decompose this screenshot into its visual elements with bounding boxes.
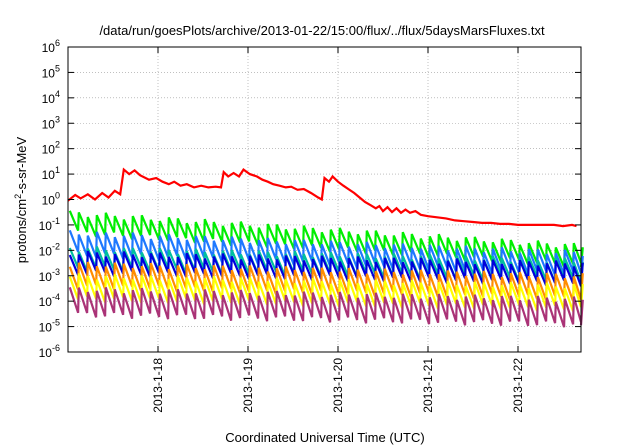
y-tick-label: 10-6 [39,343,60,360]
x-tick-label: 2013-1-19 [241,358,255,413]
data-series [67,167,584,328]
y-tick-label: 102 [42,140,60,157]
y-axis-label: protons/cm2-s-sr-MeV [13,136,29,263]
y-tick-label: 10-5 [39,318,60,335]
y-tick-label: 105 [42,63,60,80]
x-tick-label: 2013-1-22 [511,358,525,413]
y-tick-label: 100 [42,191,60,208]
y-tick-label: 10-4 [39,292,60,309]
x-axis-label: Coordinated Universal Time (UTC) [225,430,424,445]
y-tick-label: 104 [42,89,60,106]
series-line-8 [68,287,584,328]
series-line-1 [67,167,577,228]
y-axis-label-sup: 2 [13,194,23,199]
x-tick-label: 2013-1-21 [421,358,435,413]
x-tick-label: 2013-1-18 [151,358,165,413]
y-tick-label: 106 [42,38,60,55]
y-tick-label: 10-3 [39,267,60,284]
y-axis-label-suffix: -s-sr-MeV [14,136,29,193]
x-tick-label: 2013-1-20 [331,358,345,413]
y-tick-label: 103 [42,114,60,131]
y-tick-label: 10-2 [39,241,60,258]
y-tick-label: 101 [42,165,60,182]
chart-title: /data/run/goesPlots/archive/2013-01-22/1… [99,23,545,38]
y-tick-label: 10-1 [39,216,60,233]
axis-ticks: 10-6 10-5 10-4 10-3 10-2 10-1 100 101 102 103 104 1… [39,38,581,413]
y-axis-label-prefix: protons/cm [14,199,29,263]
